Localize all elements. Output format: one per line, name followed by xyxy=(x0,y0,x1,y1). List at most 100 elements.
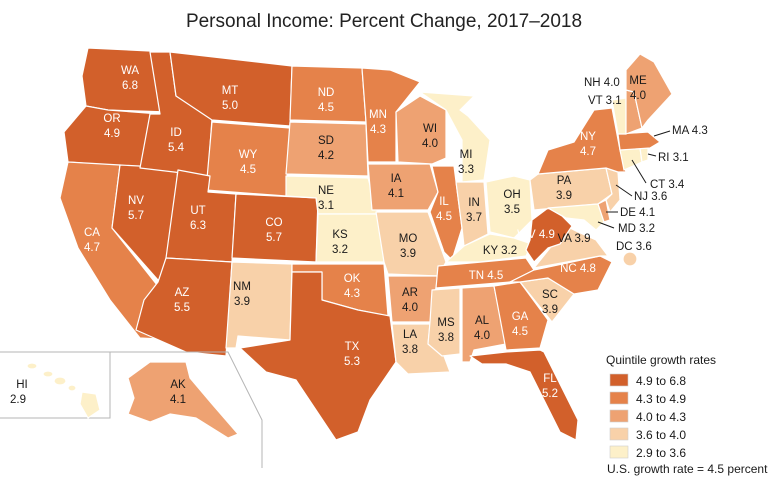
callout-label-MA: MA 4.3 xyxy=(672,125,708,137)
legend-label-5: 2.9 to 3.6 xyxy=(636,446,686,460)
state-CT[interactable] xyxy=(619,147,643,171)
state-label-KY: KY 3.2 xyxy=(483,245,517,257)
state-label-WV: WV 4.9 xyxy=(517,229,555,241)
state-value-HI: 2.9 xyxy=(10,394,26,406)
state-value-PA: 3.9 xyxy=(556,190,572,202)
state-code-OK: OK xyxy=(344,273,361,285)
state-code-NY: NY xyxy=(580,131,596,143)
state-code-UT: UT xyxy=(190,205,205,217)
state-MA[interactable] xyxy=(617,131,661,151)
state-code-IN: IN xyxy=(468,197,480,209)
state-code-NV: NV xyxy=(128,195,144,207)
state-code-ND: ND xyxy=(318,87,335,99)
legend-note: U.S. growth rate = 4.5 percent xyxy=(607,462,768,476)
state-value-OR: 4.9 xyxy=(104,128,120,140)
state-value-CA: 4.7 xyxy=(84,242,100,254)
callout-label-VT: VT 3.1 xyxy=(588,95,622,107)
state-labels: WA 6.8 OR 4.9 CA 4.7 NV 5.7 ID 5.4 MT 5.0 WY 4.5 UT 6.3… xyxy=(10,65,708,406)
state-value-LA: 3.8 xyxy=(402,344,418,356)
state-value-ND: 4.5 xyxy=(318,102,334,114)
state-code-MI: MI xyxy=(460,149,473,161)
state-value-OH: 3.5 xyxy=(504,204,520,216)
state-FL[interactable] xyxy=(469,349,579,441)
state-code-ID: ID xyxy=(170,127,182,139)
state-code-WA: WA xyxy=(121,65,139,77)
state-value-CO: 5.7 xyxy=(266,232,282,244)
state-code-WY: WY xyxy=(239,149,258,161)
state-code-CA: CA xyxy=(84,227,100,239)
state-value-IA: 4.1 xyxy=(388,188,404,200)
state-value-AK: 4.1 xyxy=(170,394,186,406)
callout-label-NH: NH 4.0 xyxy=(584,77,620,89)
state-value-SC: 3.9 xyxy=(542,304,558,316)
state-code-GA: GA xyxy=(512,311,529,323)
state-code-MN: MN xyxy=(369,109,387,121)
legend-swatch-4 xyxy=(609,427,629,441)
state-code-MS: MS xyxy=(437,317,455,329)
callout-label-CT: CT 3.4 xyxy=(650,179,685,191)
inset-frames xyxy=(0,351,263,468)
state-value-GA: 4.5 xyxy=(512,326,528,338)
state-MN[interactable] xyxy=(361,67,421,163)
states-layer xyxy=(59,47,673,441)
state-value-ID: 5.4 xyxy=(168,142,185,154)
state-value-AL: 4.0 xyxy=(474,330,490,342)
state-IA[interactable] xyxy=(367,163,439,211)
state-DC[interactable] xyxy=(622,251,638,267)
state-value-OK: 4.3 xyxy=(344,288,360,300)
state-WI[interactable] xyxy=(395,95,447,165)
map-title: Personal Income: Percent Change, 2017–20… xyxy=(186,11,582,32)
state-code-MT: MT xyxy=(222,85,239,97)
state-MS[interactable] xyxy=(427,287,461,357)
callout-label-MD: MD 3.2 xyxy=(618,223,655,235)
state-KS[interactable] xyxy=(315,213,385,263)
state-ME[interactable] xyxy=(625,53,673,129)
state-value-AR: 4.0 xyxy=(402,302,418,314)
state-NC[interactable] xyxy=(509,255,613,295)
callout-label-RI: RI 3.1 xyxy=(658,152,689,164)
state-MI[interactable] xyxy=(419,91,491,183)
state-AK[interactable] xyxy=(127,361,239,439)
legend-title: Quintile growth rates xyxy=(606,353,716,367)
legend-label-4: 3.6 to 4.0 xyxy=(636,428,686,442)
state-value-NM: 3.9 xyxy=(234,296,250,308)
state-code-AR: AR xyxy=(402,287,418,299)
state-value-IN: 3.7 xyxy=(466,212,482,224)
state-SD[interactable] xyxy=(285,121,369,177)
state-value-WY: 4.5 xyxy=(240,164,256,176)
state-value-FL: 5.2 xyxy=(542,388,558,400)
state-GA[interactable] xyxy=(493,281,549,351)
legend-swatch-3 xyxy=(609,409,629,423)
state-NY[interactable] xyxy=(537,107,627,175)
state-code-PA: PA xyxy=(557,175,572,187)
state-code-IA: IA xyxy=(391,173,402,185)
state-value-MS: 3.8 xyxy=(438,332,454,344)
state-code-SD: SD xyxy=(318,135,334,147)
state-value-MI: 3.3 xyxy=(458,164,474,176)
state-code-AK: AK xyxy=(170,379,186,391)
state-MT[interactable] xyxy=(169,51,293,127)
legend-label-3: 4.0 to 4.3 xyxy=(636,410,686,424)
state-value-MN: 4.3 xyxy=(370,124,386,136)
state-RI[interactable] xyxy=(639,147,649,163)
state-value-WI: 4.0 xyxy=(422,138,438,150)
state-value-IL: 4.5 xyxy=(436,211,452,223)
state-value-MO: 3.9 xyxy=(400,248,416,260)
state-code-NM: NM xyxy=(233,281,251,293)
state-value-TX: 5.3 xyxy=(344,356,360,368)
state-value-ME: 4.0 xyxy=(630,90,646,102)
state-value-NY: 4.7 xyxy=(580,146,596,158)
state-IL[interactable] xyxy=(429,165,463,261)
state-code-KS: KS xyxy=(332,229,348,241)
state-DE[interactable] xyxy=(597,199,611,223)
state-TX[interactable] xyxy=(239,271,397,441)
state-label-TN: TN 4.5 xyxy=(469,270,504,282)
state-code-WI: WI xyxy=(423,123,437,135)
state-value-KS: 3.2 xyxy=(332,244,348,256)
state-HI[interactable] xyxy=(26,362,101,419)
legend-label-2: 4.3 to 4.9 xyxy=(636,392,686,406)
legend-label-1: 4.9 to 6.8 xyxy=(636,374,686,388)
state-code-AZ: AZ xyxy=(175,287,190,299)
state-value-MT: 5.0 xyxy=(222,100,238,112)
